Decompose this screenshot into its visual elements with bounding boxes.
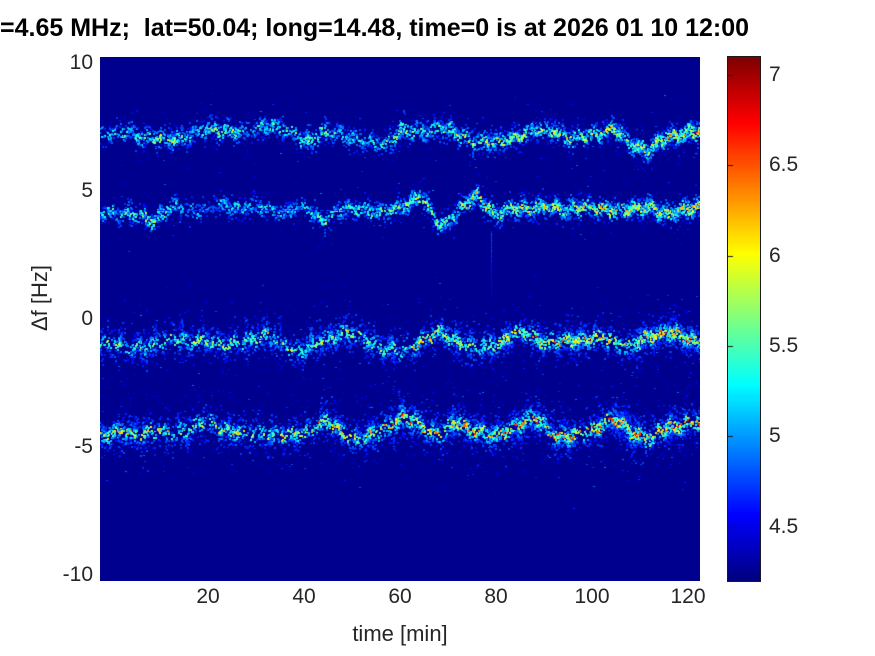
colorbar-tick-label: 6	[769, 243, 781, 267]
colorbar-tick-label: 5	[769, 424, 781, 448]
y-tick-label: 0	[81, 307, 93, 330]
plot-title: =4.65 MHz; lat=50.04; long=14.48, time=0…	[0, 14, 750, 42]
x-axis-label: time [min]	[352, 621, 448, 646]
spectrogram-canvas	[100, 57, 700, 581]
x-tick-label: 60	[388, 585, 412, 608]
y-tick-label: 5	[81, 179, 93, 203]
x-tick-label: 20	[196, 585, 220, 608]
x-tick-label: 120	[670, 585, 706, 608]
x-tick-label: 40	[292, 585, 316, 608]
colorbar	[727, 56, 761, 582]
colorbar-tick-label: 6.5	[769, 153, 799, 177]
y-tick-label: 10	[69, 51, 93, 75]
colorbar-tick-label: 5.5	[769, 334, 799, 358]
colorbar-tick-label: 7	[769, 63, 781, 87]
colorbar-tick-label: 4.5	[769, 514, 799, 538]
x-tick-label: 80	[484, 585, 508, 608]
x-tick-label: 100	[574, 585, 610, 608]
y-tick-label: -5	[74, 434, 93, 458]
y-axis-label: Δf [Hz]	[27, 264, 52, 332]
y-tick-label: -10	[62, 562, 93, 586]
